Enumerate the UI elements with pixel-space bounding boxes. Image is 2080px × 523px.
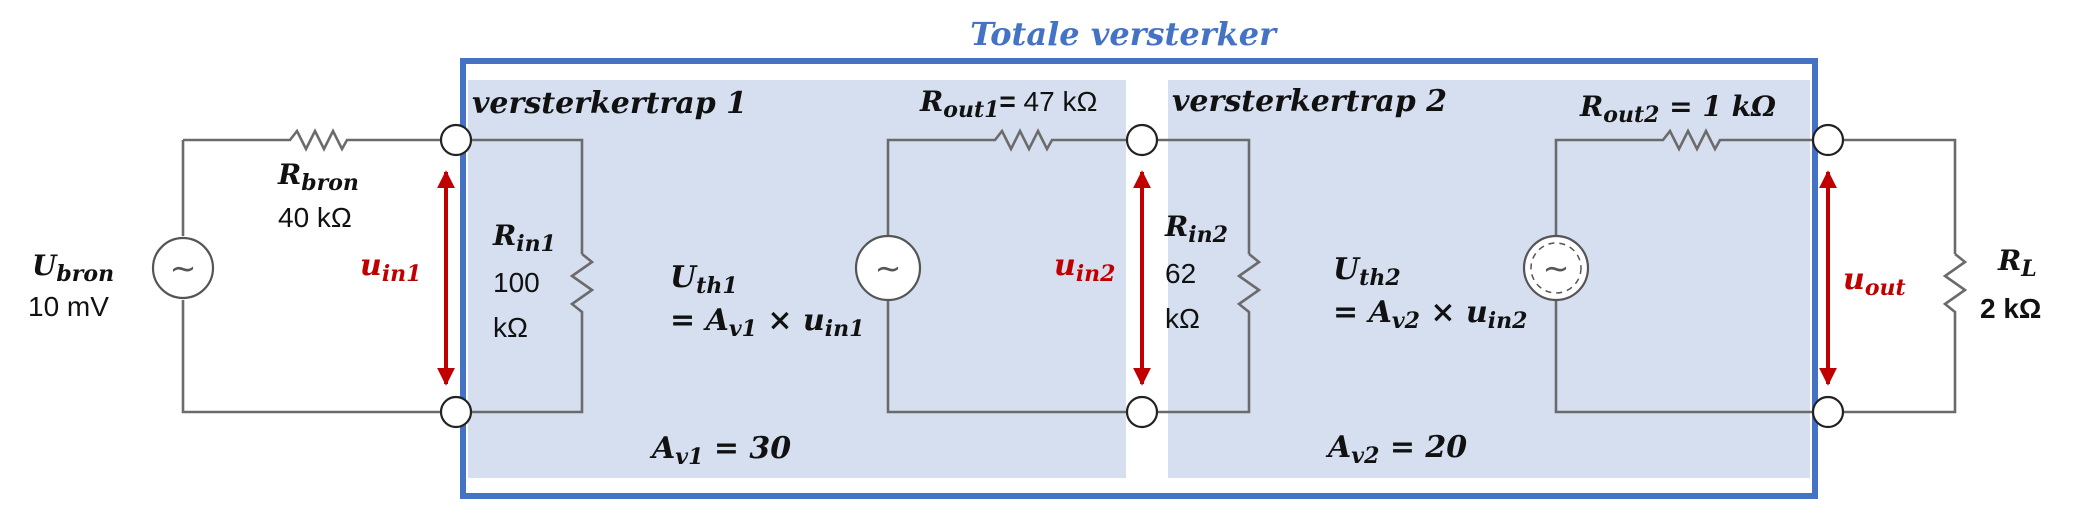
stage2-rout-label: Rout2 = 1 kΩ xyxy=(1579,90,1776,128)
load-resistor-value: 2 kΩ xyxy=(1980,293,2041,324)
terminal-out2-bottom xyxy=(1811,395,1845,429)
stage2-thevenin-top-wire xyxy=(1554,128,1813,236)
source-wire-bottom xyxy=(181,300,441,414)
stage1-uth-equation: = Av1 × uin1 xyxy=(670,303,864,342)
source-voltage-name: Ubron xyxy=(32,249,114,287)
stage1-gain: Av1 = 30 xyxy=(649,431,791,470)
stage2-rin-value-2: kΩ xyxy=(1165,303,1200,334)
source-ac-icon: ~ xyxy=(151,236,215,300)
load-resistor-name: RL xyxy=(1997,244,2037,282)
stage1-thevenin-source-icon: ~ xyxy=(854,234,922,302)
uin2-label: uin2 xyxy=(1054,248,1115,287)
stage2-thevenin-source-icon: ~ xyxy=(1522,234,1590,302)
stage1-rin-resistor xyxy=(471,252,595,414)
stage1-rin-value-1: 100 xyxy=(493,267,540,298)
terminal-in1-bottom xyxy=(439,395,473,429)
stage1-input-top-wire xyxy=(471,138,584,254)
total-amplifier-frame xyxy=(460,58,1818,499)
stage1-thevenin-top-wire xyxy=(886,128,1127,236)
stage1-rout-label: Rout1= 47 kΩ xyxy=(919,85,1097,123)
terminal-out1-top xyxy=(1125,123,1159,157)
stage2-rin-resistor xyxy=(1157,252,1262,414)
stage1-uth-name: Uth1 xyxy=(670,260,738,299)
stage1-title: versterkertrap 1 xyxy=(472,86,747,121)
uout-label: uout xyxy=(1843,262,1906,301)
stage2-rin-name: Rin2 xyxy=(1164,210,1228,248)
load-top-wire xyxy=(1843,138,1957,254)
stage2-uth-equation: = Av2 × uin2 xyxy=(1333,295,1527,334)
source-resistor-name: Rbron xyxy=(277,158,359,196)
uin1-label: uin1 xyxy=(360,248,421,287)
terminal-in1-top xyxy=(439,123,473,157)
svg-text:~: ~ xyxy=(1543,249,1570,287)
total-amplifier-title: Totale versterker xyxy=(970,15,1278,53)
stage2-title: versterkertrap 2 xyxy=(1172,84,1447,119)
stage2-uth-name: Uth2 xyxy=(1333,252,1401,291)
stage2-panel xyxy=(1168,80,1810,478)
source-top-line xyxy=(183,128,441,152)
stage1-rin-name: Rin1 xyxy=(492,219,556,257)
stage1-thevenin-bottom-wire xyxy=(886,300,1127,414)
stage1-rin-value-2: kΩ xyxy=(493,312,528,343)
source-voltage-value: 10 mV xyxy=(28,291,109,322)
stage2-gain: Av2 = 20 xyxy=(1325,430,1467,469)
svg-text:~: ~ xyxy=(875,249,902,287)
stage2-input-top-wire xyxy=(1157,138,1251,254)
svg-text:~: ~ xyxy=(170,249,197,287)
load-resistor xyxy=(1843,252,1968,414)
stage2-rin-value-1: 62 xyxy=(1165,258,1196,289)
stage2-thevenin-bottom-wire xyxy=(1554,300,1813,414)
terminal-out1-bottom xyxy=(1125,395,1159,429)
terminal-out2-top xyxy=(1811,123,1845,157)
source-resistor-value: 40 kΩ xyxy=(278,202,352,233)
